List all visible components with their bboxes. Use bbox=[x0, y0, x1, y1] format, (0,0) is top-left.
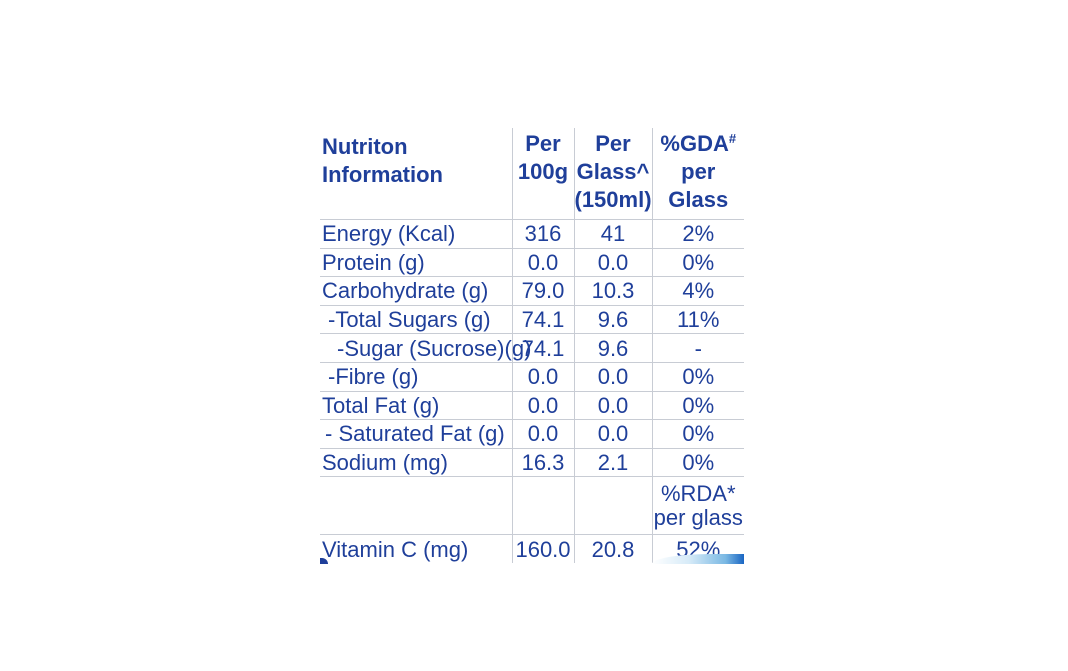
nutrient-name: Protein (g) bbox=[320, 247, 512, 277]
gda-value: 0% bbox=[651, 447, 744, 477]
per-100g-value: 0.0 bbox=[511, 361, 574, 392]
per-100g-value: 160.0 bbox=[511, 534, 574, 564]
nutrient-name: Carbohydrate (g) bbox=[320, 276, 512, 306]
decorative-swoosh bbox=[652, 554, 744, 564]
header-col3-line3: Glass bbox=[668, 187, 729, 212]
per-glass-value: 41 bbox=[573, 219, 652, 249]
gda-value: 0% bbox=[651, 361, 744, 392]
gda-value: 2% bbox=[651, 219, 744, 249]
header-per-glass: Per Glass^ (150ml) bbox=[573, 128, 652, 220]
gda-value: 11% bbox=[651, 304, 744, 334]
per-100g-value: 16.3 bbox=[511, 447, 574, 477]
header-per-100g: Per 100g bbox=[511, 128, 574, 220]
table-row: -Fibre (g) 0.0 0.0 0% bbox=[320, 361, 744, 392]
header-gda-per-glass: %GDA# per Glass bbox=[651, 128, 744, 220]
gda-value: 4% bbox=[651, 276, 744, 306]
nutrient-name: Energy (Kcal) bbox=[320, 219, 512, 249]
nutrition-label: Nutriton Information Per 100g Per Glass^… bbox=[320, 128, 744, 564]
decorative-corner bbox=[320, 558, 328, 564]
nutrient-name: -Total Sugars (g) bbox=[320, 304, 512, 334]
nutrient-name: Vitamin C (mg) bbox=[320, 534, 512, 564]
header-col2-line2: Glass^ bbox=[576, 159, 650, 184]
gda-value: - bbox=[651, 333, 744, 363]
nutrient-name: - Saturated Fat (g) bbox=[320, 419, 512, 449]
table-row: -Total Sugars (g) 74.1 9.6 11% bbox=[320, 304, 744, 334]
per-glass-value: 0.0 bbox=[573, 361, 652, 392]
header-col2-line3: (150ml) bbox=[574, 187, 652, 212]
header-col3-line1: %GDA bbox=[660, 131, 729, 156]
per-glass-value: 0.0 bbox=[573, 247, 652, 277]
per-glass-value: 10.3 bbox=[573, 276, 652, 306]
per-100g-value: 316 bbox=[511, 219, 574, 249]
table-row: Carbohydrate (g) 79.0 10.3 4% bbox=[320, 276, 744, 306]
per-100g-value: 79.0 bbox=[511, 276, 574, 306]
empty-cell bbox=[511, 476, 574, 535]
nutrient-name: -Fibre (g) bbox=[320, 361, 512, 392]
gda-value: 0% bbox=[651, 247, 744, 277]
table-row: Sodium (mg) 16.3 2.1 0% bbox=[320, 447, 744, 477]
per-100g-value: 0.0 bbox=[511, 419, 574, 449]
gda-value: 0% bbox=[651, 419, 744, 449]
per-100g-value: 0.0 bbox=[511, 390, 574, 420]
per-100g-value: 74.1 bbox=[511, 304, 574, 334]
header-col3-line2: per bbox=[681, 159, 716, 184]
header-col0-line2: Information bbox=[322, 162, 443, 187]
per-glass-value: 2.1 bbox=[573, 447, 652, 477]
table-row: Vitamin C (mg) 160.0 20.8 52% bbox=[320, 534, 744, 564]
header-col3-sup: # bbox=[728, 131, 737, 146]
nutrient-name: Sodium (mg) bbox=[320, 447, 512, 477]
header-nutrition-information: Nutriton Information bbox=[320, 128, 512, 220]
rda-header-row: %RDA* per glass bbox=[320, 476, 744, 535]
table-row: - Saturated Fat (g) 0.0 0.0 0% bbox=[320, 419, 744, 449]
nutrient-name: -Sugar (Sucrose)(g) bbox=[320, 333, 531, 363]
rda-header-line2: per glass bbox=[653, 504, 743, 530]
per-glass-value: 9.6 bbox=[573, 333, 652, 363]
per-100g-value: 0.0 bbox=[511, 247, 574, 277]
per-glass-value: 0.0 bbox=[573, 390, 652, 420]
rda-header-line1: %RDA* bbox=[660, 480, 736, 506]
per-glass-value: 0.0 bbox=[573, 419, 652, 449]
header-col1-line2: 100g bbox=[517, 159, 569, 184]
header-col0-line1: Nutriton bbox=[322, 134, 408, 159]
table-row: Energy (Kcal) 316 41 2% bbox=[320, 219, 744, 249]
per-glass-value: 9.6 bbox=[573, 304, 652, 334]
table-row: Total Fat (g) 0.0 0.0 0% bbox=[320, 390, 744, 420]
header-col2-line1: Per bbox=[595, 131, 631, 156]
nutrition-table: Nutriton Information Per 100g Per Glass^… bbox=[320, 128, 744, 564]
per-100g-value: 74.1 bbox=[511, 333, 574, 363]
header-col1-line1: Per bbox=[525, 131, 561, 156]
empty-cell bbox=[320, 476, 512, 535]
table-row: Protein (g) 0.0 0.0 0% bbox=[320, 247, 744, 277]
gda-value: 0% bbox=[651, 390, 744, 420]
table-row: -Sugar (Sucrose)(g) 74.1 9.6 - bbox=[320, 333, 744, 363]
per-glass-value: 20.8 bbox=[573, 534, 652, 564]
header-row: Nutriton Information Per 100g Per Glass^… bbox=[320, 128, 744, 220]
empty-cell bbox=[573, 476, 652, 535]
rda-header: %RDA* per glass bbox=[651, 476, 744, 535]
nutrient-name: Total Fat (g) bbox=[320, 390, 512, 420]
